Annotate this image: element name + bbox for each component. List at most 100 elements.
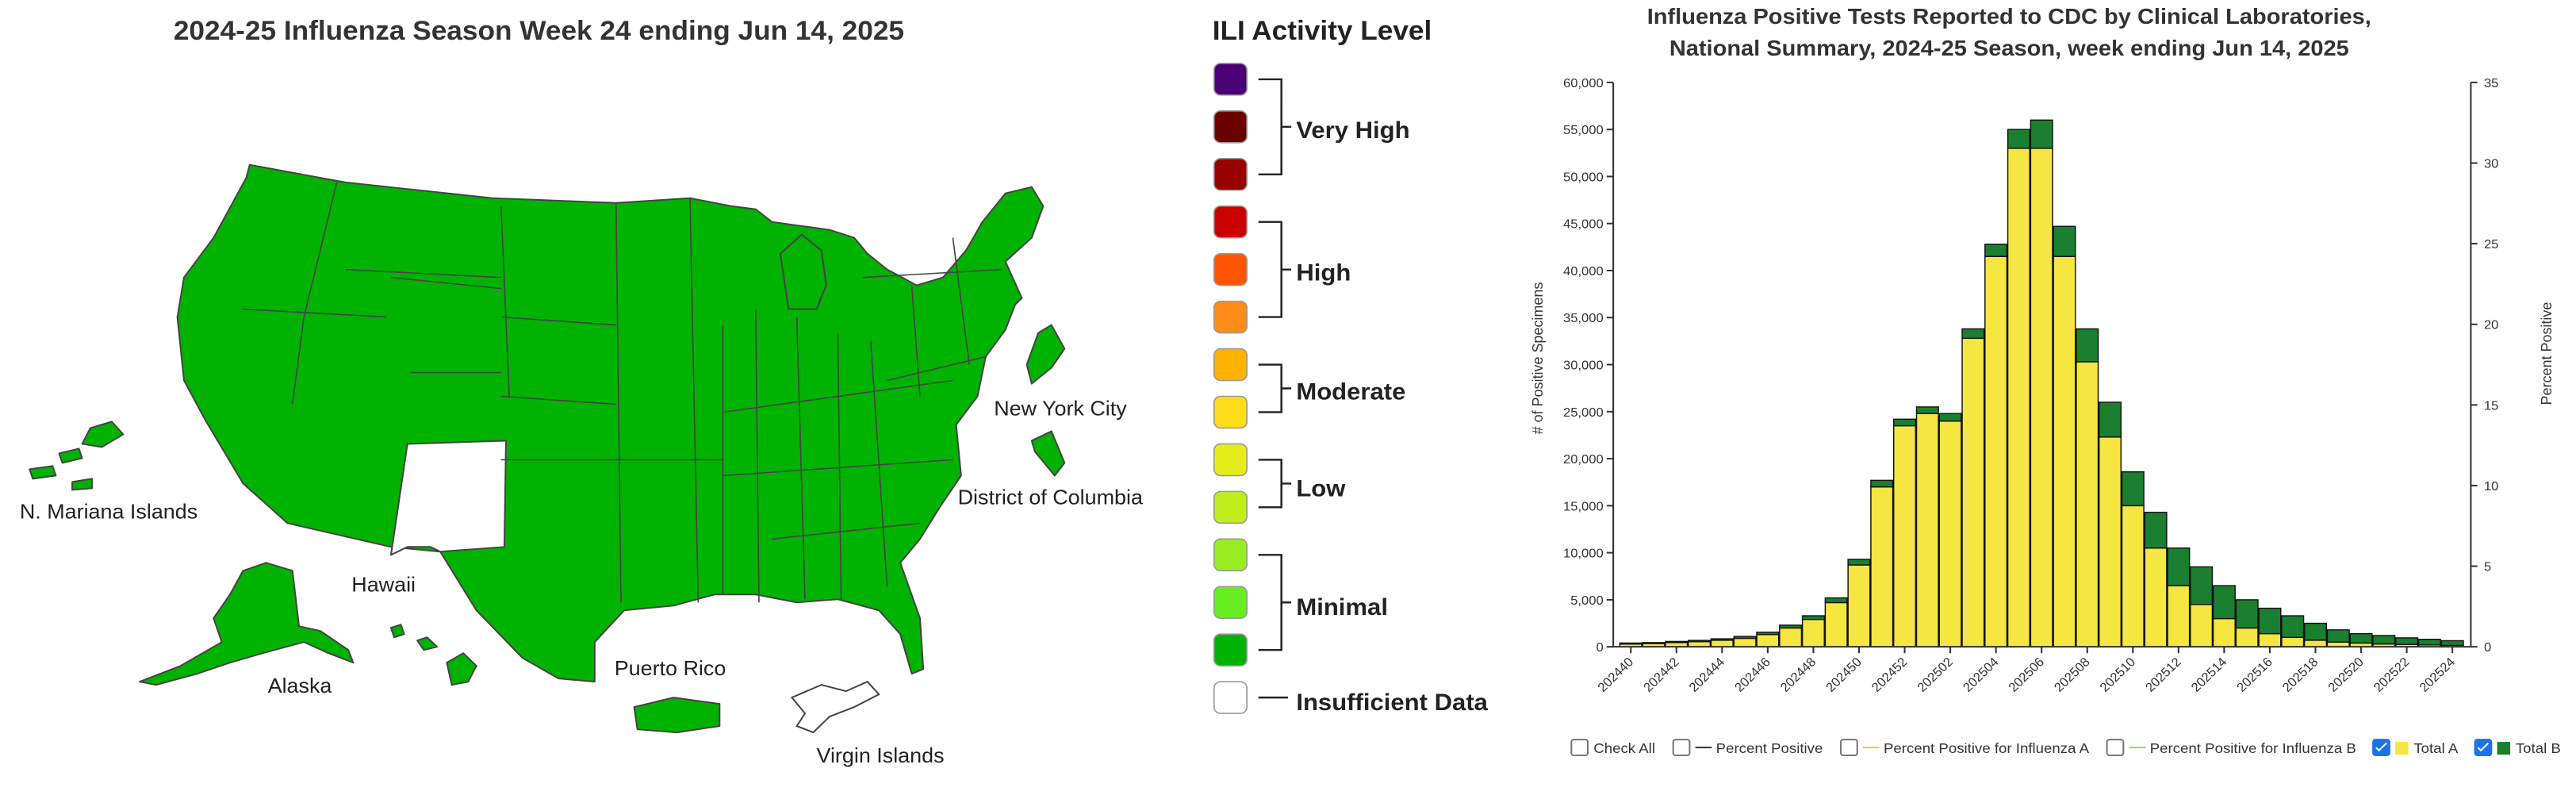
bar-total-b-202522[interactable] (2395, 637, 2419, 645)
bar-total-b-202508[interactable] (2076, 328, 2099, 363)
bar-total-a-202445[interactable] (1733, 637, 1757, 647)
bar-total-b-202502[interactable] (1938, 413, 1962, 422)
bar-total-a-202450[interactable] (1847, 564, 1871, 647)
bar-total-b-202503[interactable] (1961, 328, 1985, 340)
bar-total-a-202502[interactable] (1938, 420, 1962, 647)
bar-total-a-202507[interactable] (2053, 255, 2076, 647)
bar-total-b-202520[interactable] (2349, 632, 2373, 644)
y2-tick-label: 5 (2484, 560, 2491, 574)
bar-total-a-202517[interactable] (2281, 636, 2305, 647)
bar-total-a-202505[interactable] (2007, 148, 2030, 647)
bar-total-a-202514[interactable] (2212, 617, 2236, 647)
bar-total-b-202517[interactable] (2281, 615, 2305, 639)
percent-positive-checkbox[interactable] (1671, 739, 1690, 757)
total-b-toggle[interactable]: Total B (2474, 739, 2561, 757)
bar-total-b-202447[interactable] (1779, 624, 1803, 629)
bar-total-b-202516[interactable] (2258, 607, 2282, 635)
bar-total-b-202444[interactable] (1710, 638, 1734, 641)
bar-total-b-202452[interactable] (1892, 418, 1917, 427)
bar-total-a-202508[interactable] (2076, 361, 2099, 647)
region-new-mexico[interactable] (389, 440, 508, 556)
region-alaska[interactable] (139, 562, 355, 686)
bar-total-b-202509[interactable] (2098, 401, 2122, 438)
region-mariana-4[interactable] (71, 478, 94, 491)
label-n-mariana-islands: N. Mariana Islands (20, 500, 197, 523)
bar-total-b-202445[interactable] (1733, 636, 1757, 640)
region-contiguous-us[interactable] (176, 163, 1045, 683)
bar-total-a-202510[interactable] (2121, 505, 2145, 647)
bar-total-b-202513[interactable] (2190, 566, 2214, 605)
chart-title-line1: Influenza Positive Tests Reported to CDC… (1646, 2, 2371, 29)
bar-total-a-202515[interactable] (2235, 627, 2259, 647)
bar-total-a-202448[interactable] (1801, 619, 1825, 647)
bar-total-b-202446[interactable] (1756, 632, 1780, 636)
bar-total-a-202503[interactable] (1961, 337, 1985, 647)
total-a-checkbox[interactable] (2372, 739, 2391, 757)
bar-total-b-202518[interactable] (2303, 622, 2328, 641)
bar-total-b-202519[interactable] (2326, 629, 2350, 643)
region-dc-shape[interactable] (1030, 430, 1066, 477)
bar-total-b-202450[interactable] (1847, 559, 1871, 566)
region-puerto-rico[interactable] (633, 697, 721, 734)
bar-total-a-202518[interactable] (2303, 640, 2328, 647)
region-virgin-islands[interactable] (790, 680, 880, 734)
bar-total-b-202512[interactable] (2167, 547, 2191, 586)
bar-total-a-202513[interactable] (2190, 604, 2214, 647)
bar-total-b-202505[interactable] (2007, 129, 2030, 149)
percent-positive-toggle[interactable]: Percent Positive (1671, 739, 1823, 757)
bar-total-b-202506[interactable] (2030, 119, 2053, 149)
region-hawaii-big[interactable] (446, 652, 477, 686)
region-mariana-3[interactable] (29, 465, 57, 480)
bar-total-b-202510[interactable] (2121, 471, 2145, 507)
bar-total-b-202515[interactable] (2235, 599, 2259, 629)
y-tick-label: 15,000 (1563, 500, 1604, 514)
region-michigan-lower[interactable] (779, 233, 827, 310)
bar-total-a-202516[interactable] (2258, 632, 2282, 647)
total-b-checkbox[interactable] (2474, 739, 2493, 757)
bar-total-a-202451[interactable] (1870, 486, 1894, 647)
state-border-3 (390, 276, 501, 290)
bar-total-a-202452[interactable] (1892, 424, 1917, 647)
bar-total-a-202504[interactable] (1984, 255, 2008, 647)
bar-total-b-202523[interactable] (2417, 639, 2441, 646)
legend-very-high: Very High (1296, 117, 1409, 143)
region-hawaii-small1[interactable] (416, 636, 439, 651)
region-maine-island[interactable] (1025, 324, 1066, 385)
bar-total-b-202501[interactable] (1915, 406, 1939, 414)
bar-total-a-202511[interactable] (2144, 547, 2168, 647)
bar-total-b-202504[interactable] (1984, 244, 2008, 257)
bar-total-a-202447[interactable] (1779, 627, 1803, 647)
total-a-toggle[interactable]: Total A (2372, 739, 2458, 757)
bar-total-b-202521[interactable] (2372, 635, 2396, 645)
bar-total-a-202444[interactable] (1710, 640, 1734, 647)
percent-positive-a-checkbox[interactable] (1839, 739, 1857, 757)
percent-positive-b-checkbox[interactable] (2105, 739, 2124, 757)
bar-total-a-202449[interactable] (1824, 601, 1848, 647)
bar-total-b-202514[interactable] (2212, 585, 2236, 620)
check-all-checkbox[interactable] (1570, 739, 1589, 757)
y-tick-label: 10,000 (1563, 547, 1604, 561)
region-mariana-2[interactable] (58, 448, 83, 464)
percent-positive-a-toggle[interactable]: Percent Positive for Influenza A (1839, 739, 2089, 757)
region-hawaii-small2[interactable] (389, 624, 405, 639)
bar-total-a-202512[interactable] (2167, 585, 2191, 647)
bar-total-b-202448[interactable] (1801, 615, 1825, 620)
bar-total-b-202524[interactable] (2440, 640, 2464, 647)
bar-total-a-202509[interactable] (2098, 436, 2122, 647)
bar-total-b-202449[interactable] (1824, 597, 1848, 604)
bar-total-b-202511[interactable] (2144, 511, 2168, 549)
legend-insufficient-data: Insufficient Data (1296, 690, 1489, 716)
bar-total-a-202446[interactable] (1756, 634, 1780, 647)
percent-positive-b-toggle[interactable]: Percent Positive for Influenza B (2105, 739, 2356, 757)
bar-total-b-202451[interactable] (1870, 479, 1894, 488)
check-all-toggle[interactable]: Check All (1570, 739, 1655, 757)
state-border-7 (500, 316, 616, 326)
bar-total-b-202442[interactable] (1665, 640, 1689, 643)
bar-total-b-202507[interactable] (2053, 225, 2076, 257)
bar-total-a-202506[interactable] (2030, 148, 2053, 647)
region-mariana-1[interactable] (81, 421, 125, 448)
legend-bracket-3 (1258, 459, 1292, 509)
bar-total-b-202443[interactable] (1688, 640, 1712, 643)
x-tick-label: 202518 (2279, 655, 2321, 694)
bar-total-a-202501[interactable] (1915, 413, 1939, 647)
